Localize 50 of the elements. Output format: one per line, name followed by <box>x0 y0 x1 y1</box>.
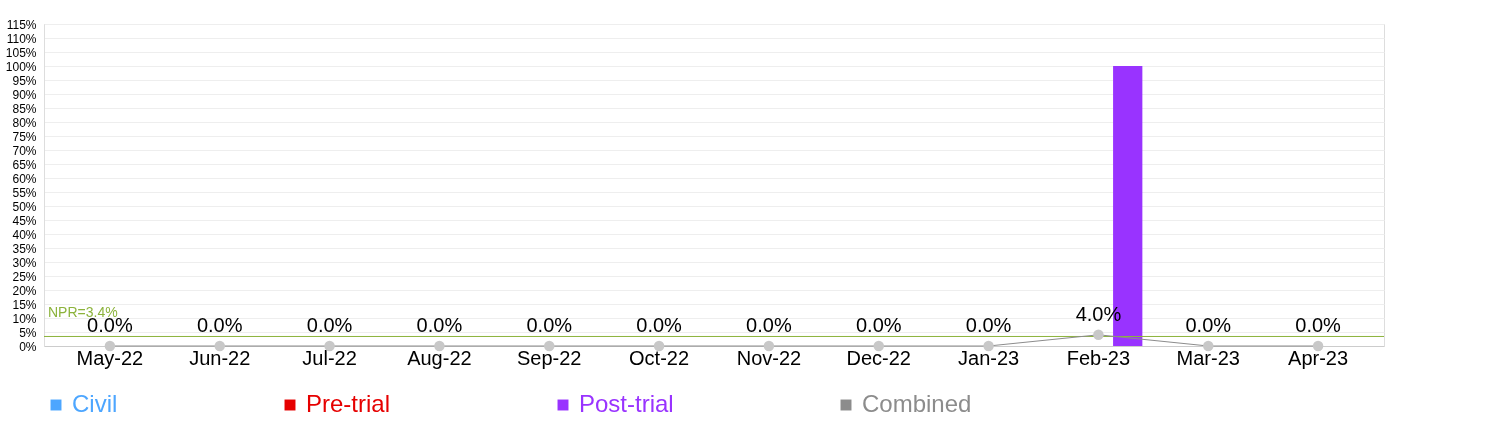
x-tick-label: Jun-22 <box>189 346 251 369</box>
x-tick-label: Feb-23 <box>1066 346 1131 369</box>
y-tick-label: 100% <box>5 59 37 74</box>
x-tick-label: Jul-22 <box>302 346 357 369</box>
x-tick-label: Mar-23 <box>1176 346 1240 369</box>
y-tick-label: 5% <box>19 325 37 340</box>
y-tick-label: 95% <box>12 73 37 88</box>
x-tick-label: Dec-22 <box>846 346 911 369</box>
data-label: 0.0% <box>1295 314 1342 336</box>
y-tick-label: 25% <box>12 269 37 284</box>
x-tick-label: May-22 <box>76 346 144 369</box>
y-tick-label: 55% <box>12 185 37 200</box>
x-tick-label: Nov-22 <box>736 346 802 369</box>
y-tick-label: 20% <box>12 283 37 298</box>
data-label: 0.0% <box>526 314 573 336</box>
y-tick-label: 65% <box>12 157 37 172</box>
data-label: 0.0% <box>196 314 243 336</box>
legend-label: Pre-trial <box>306 390 391 417</box>
y-tick-label: 90% <box>12 87 37 102</box>
data-label: 0.0% <box>746 314 792 336</box>
y-tick-label: 50% <box>12 199 37 214</box>
data-label: 0.0% <box>636 314 683 336</box>
x-tick-label: Oct-22 <box>629 346 690 369</box>
y-tick-label: 85% <box>12 101 37 116</box>
legend-label: Post-trial <box>579 390 674 417</box>
x-tick-label: Aug-22 <box>407 346 472 369</box>
legend-label: Combined <box>862 390 972 417</box>
y-tick-label: 75% <box>12 129 37 144</box>
x-tick-label: Sep-22 <box>517 346 582 369</box>
x-tick-label: Apr-23 <box>1288 346 1349 369</box>
data-label: 0.0% <box>1185 314 1232 336</box>
y-tick-label: 70% <box>12 143 37 158</box>
x-tick-label: Jan-23 <box>958 346 1020 369</box>
y-tick-label: 35% <box>12 241 37 256</box>
data-label: 0.0% <box>416 314 463 336</box>
y-tick-label: 30% <box>12 255 37 270</box>
y-tick-label: 45% <box>12 213 37 228</box>
y-tick-label: 115% <box>6 17 37 32</box>
legend-label: Civil <box>72 390 118 417</box>
data-label: 0.0% <box>965 314 1012 336</box>
y-tick-label: 110% <box>6 31 37 46</box>
data-label: 0.0% <box>306 314 353 336</box>
y-tick-label: 80% <box>12 115 37 130</box>
y-tick-label: 10% <box>12 311 37 326</box>
y-tick-label: 40% <box>12 227 37 242</box>
data-label: 0.0% <box>855 314 902 336</box>
y-tick-label: 105% <box>5 45 37 60</box>
y-tick-label: 60% <box>12 171 37 186</box>
y-tick-label: 0% <box>19 339 37 354</box>
y-tick-label: 15% <box>12 297 37 312</box>
